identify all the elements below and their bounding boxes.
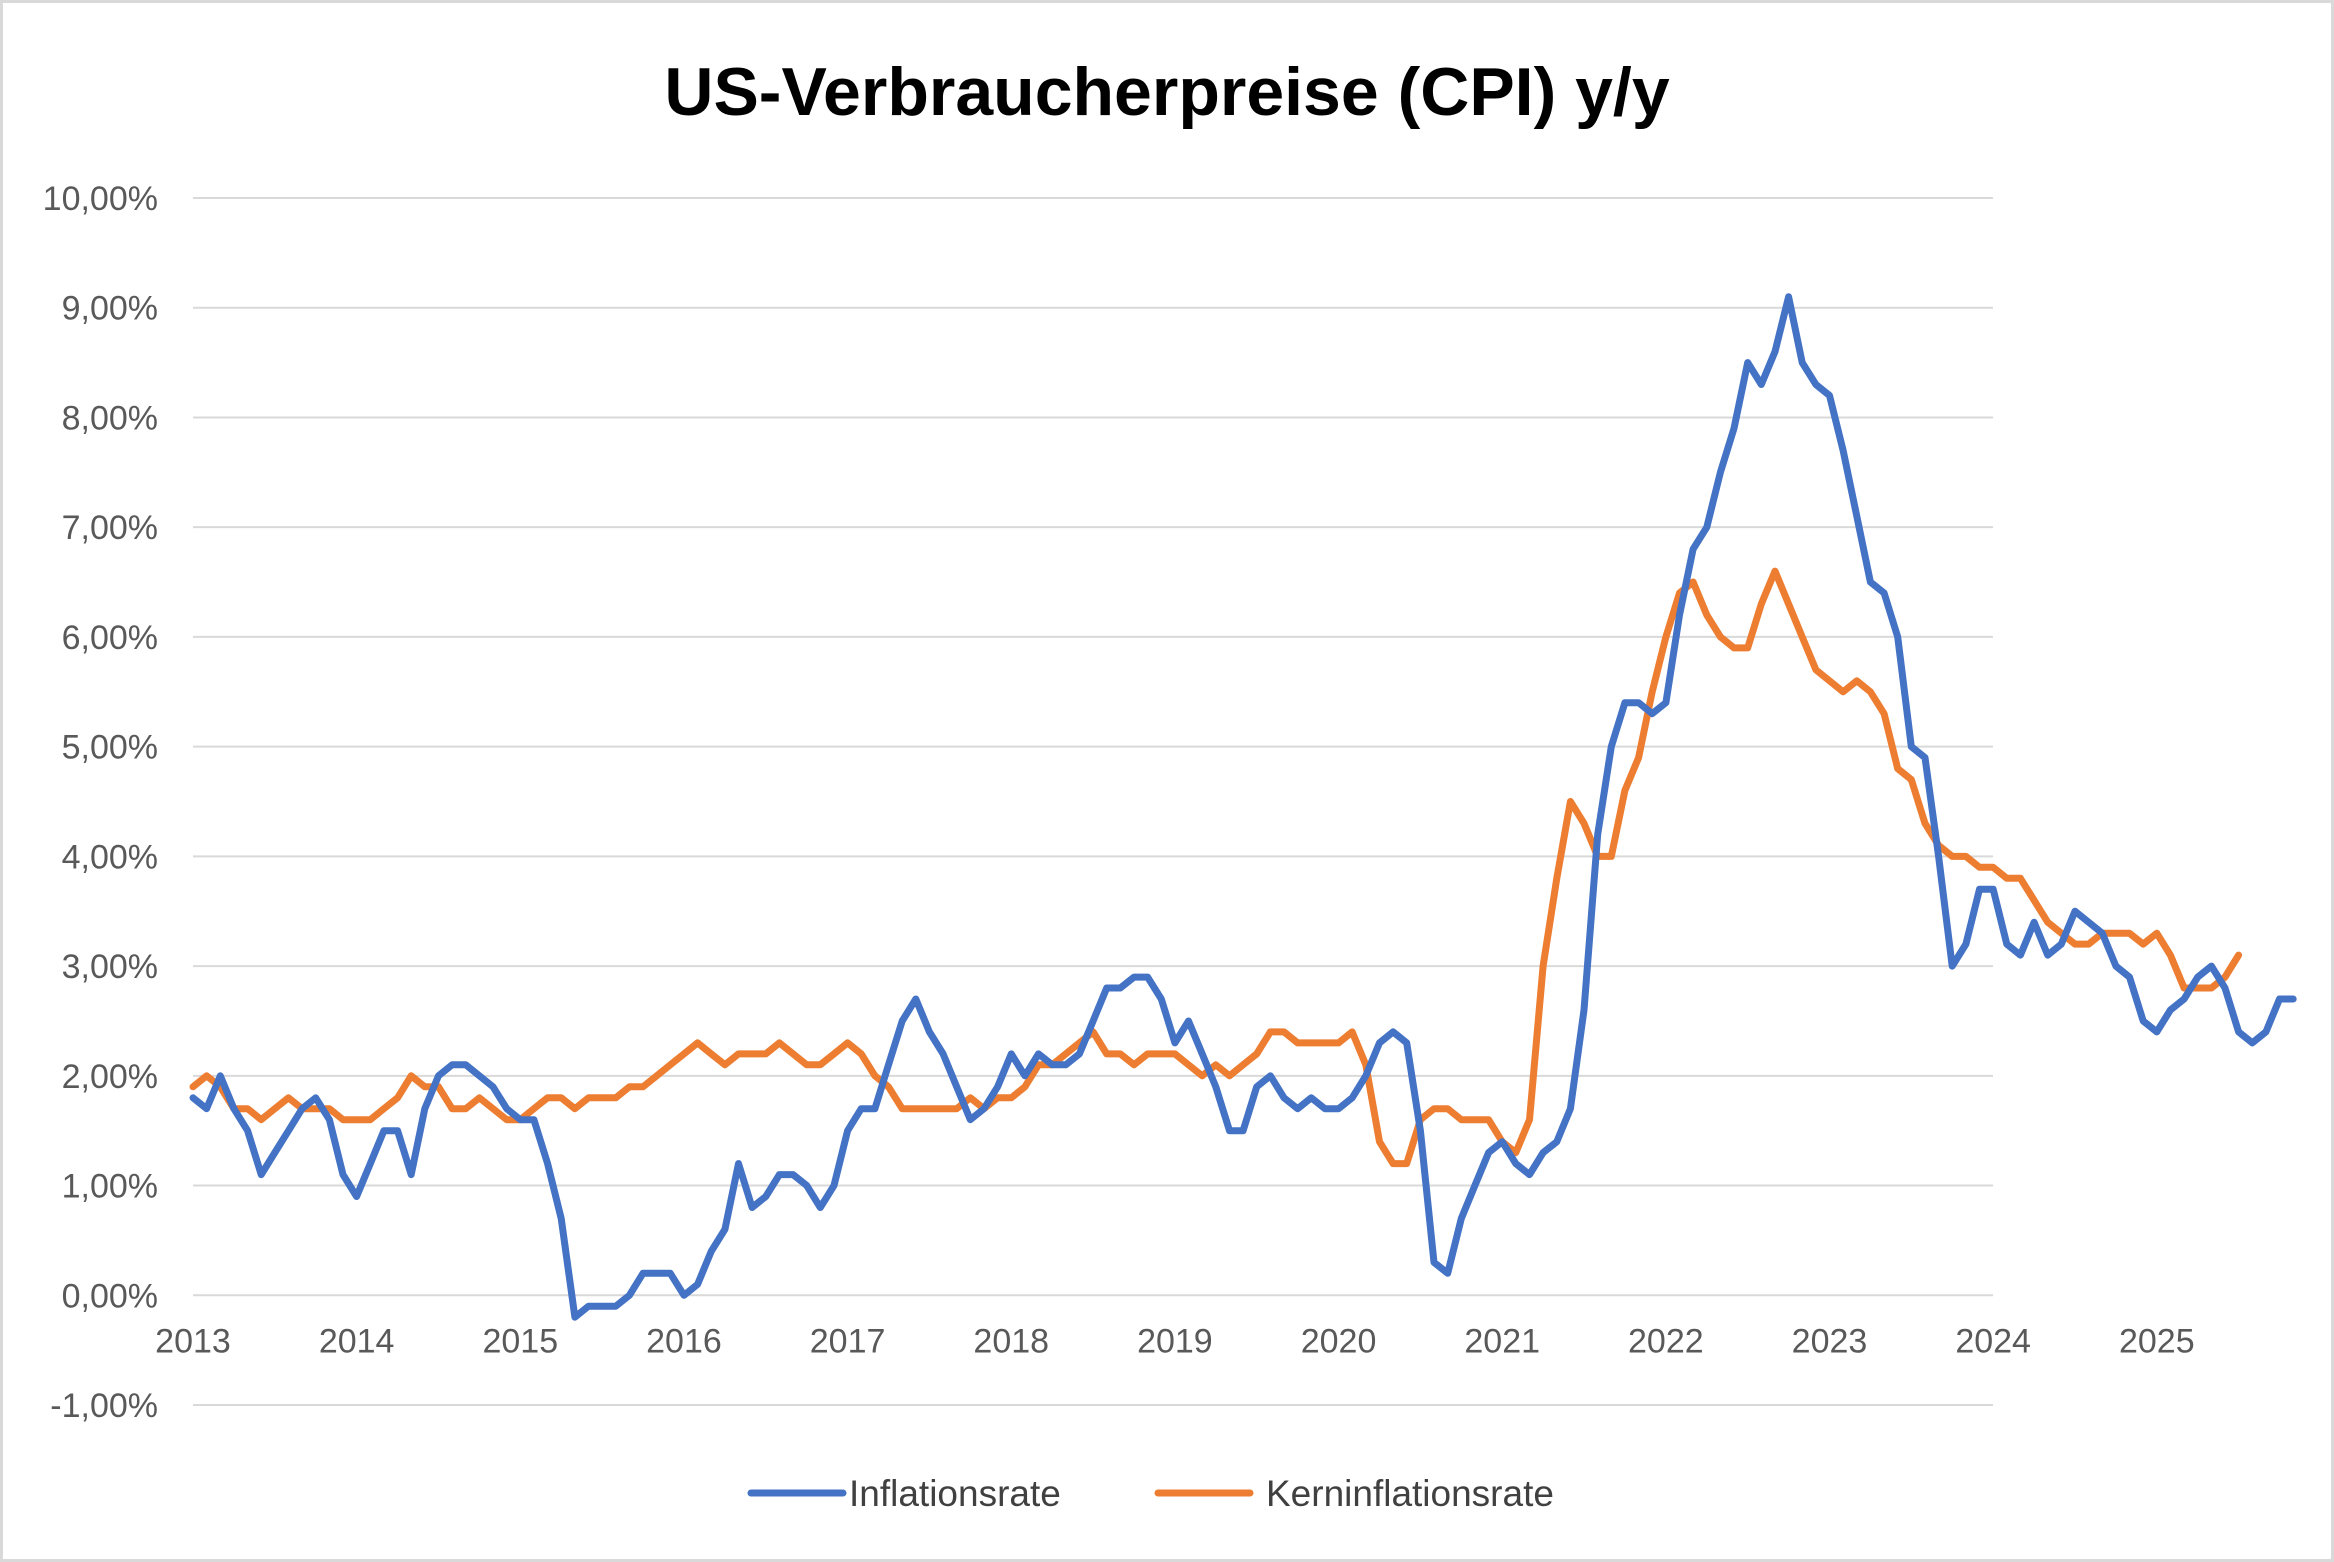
y-tick-label: 8,00% bbox=[62, 399, 158, 437]
inflation-series-line bbox=[189, 293, 2297, 1321]
chart-title: US-Verbraucherpreise (CPI) y/y bbox=[664, 54, 1669, 130]
y-tick-label: 10,00% bbox=[43, 180, 158, 218]
x-tick-label: 2020 bbox=[1301, 1322, 1377, 1360]
y-tick-label: 2,00% bbox=[62, 1058, 158, 1096]
x-tick-label: 2019 bbox=[1137, 1322, 1213, 1360]
y-tick-label: 1,00% bbox=[62, 1168, 158, 1206]
legend-label: Kerninflationsrate bbox=[1266, 1473, 1554, 1514]
y-tick-label: -1,00% bbox=[50, 1387, 158, 1425]
x-tick-label: 2025 bbox=[2119, 1322, 2195, 1360]
y-tick-label: 9,00% bbox=[62, 290, 158, 328]
y-tick-label: 3,00% bbox=[62, 948, 158, 986]
core-inflation-series-line bbox=[189, 567, 2243, 1168]
x-tick-label: 2018 bbox=[973, 1322, 1049, 1360]
y-tick-label: 5,00% bbox=[62, 729, 158, 767]
legend-label: Inflationsrate bbox=[849, 1473, 1061, 1514]
y-axis-labels: -1,00% 0,00% 1,00% 2,00% 3,00% 4,00% 5,00% 6,00… bbox=[43, 180, 158, 1425]
y-tick-label: 7,00% bbox=[62, 509, 158, 547]
x-tick-label: 2016 bbox=[646, 1322, 722, 1360]
x-tick-label: 2024 bbox=[1955, 1322, 2031, 1360]
data-series bbox=[189, 293, 2297, 1321]
legend: Inflationsrate Kerninflationsrate bbox=[747, 1473, 1554, 1514]
x-tick-label: 2022 bbox=[1628, 1322, 1704, 1360]
x-tick-label: 2021 bbox=[1464, 1322, 1540, 1360]
gridlines bbox=[193, 197, 1993, 1406]
x-tick-label: 2014 bbox=[319, 1322, 395, 1360]
line-chart: US-Verbraucherpreise (CPI) y/y -1,00% 0,0… bbox=[43, 54, 2297, 1514]
y-tick-label: 0,00% bbox=[62, 1277, 158, 1315]
y-tick-label: 4,00% bbox=[62, 838, 158, 876]
x-axis-labels: 2013 2014 2015 2016 2017 2018 2019 2020 2021 2022… bbox=[155, 1322, 2194, 1360]
x-tick-label: 2013 bbox=[155, 1322, 231, 1360]
x-tick-label: 2015 bbox=[482, 1322, 558, 1360]
y-tick-label: 6,00% bbox=[62, 619, 158, 657]
x-tick-label: 2023 bbox=[1792, 1322, 1868, 1360]
x-tick-label: 2017 bbox=[810, 1322, 886, 1360]
